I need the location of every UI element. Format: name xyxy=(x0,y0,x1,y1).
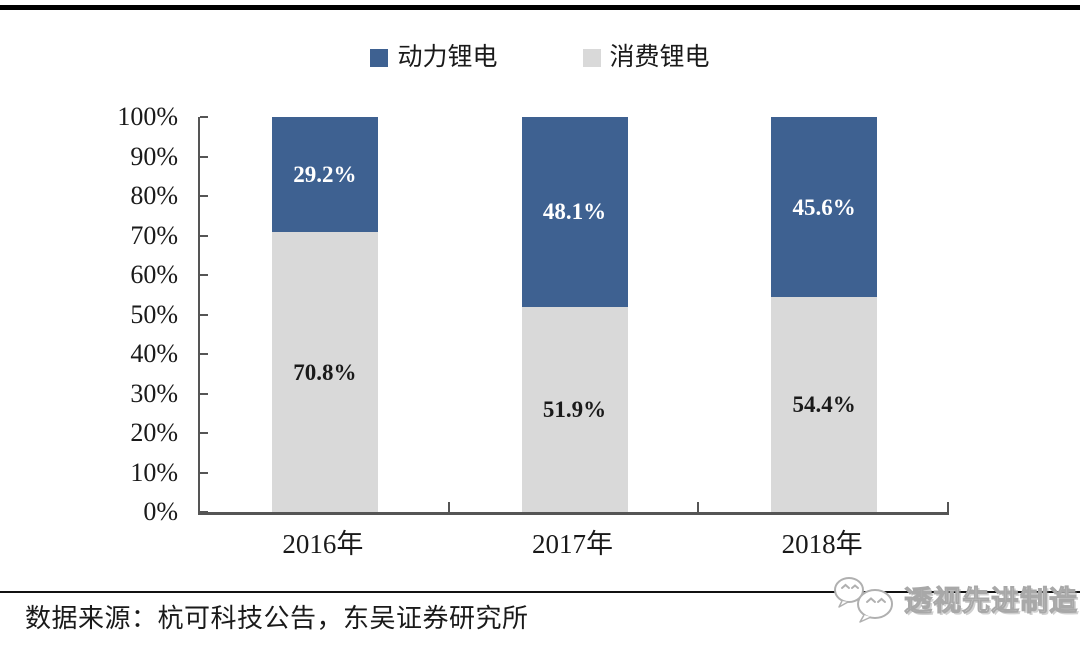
y-axis-label: 70% xyxy=(130,220,178,250)
bar-slot-2017年: 48.1% 51.9% xyxy=(450,117,700,512)
x-axis-tick xyxy=(447,502,450,512)
y-axis-label: 40% xyxy=(130,339,178,368)
plot-area: 29.2% 70.8% 48.1% 51.9% 45.6% 54.4% xyxy=(198,116,949,515)
bars-container: 29.2% 70.8% 48.1% 51.9% 45.6% 54.4% xyxy=(200,117,949,512)
y-axis-label: 30% xyxy=(130,378,178,408)
stacked-bar-2016年: 29.2% 70.8% xyxy=(271,117,378,512)
top-border-rule xyxy=(0,5,1080,10)
watermark: 透视先进制造 xyxy=(828,572,1078,626)
legend-label: 消费锂电 xyxy=(609,44,710,71)
y-axis-tick xyxy=(200,274,208,276)
y-axis-tick xyxy=(200,471,208,474)
x-axis-label: 2017年 xyxy=(532,529,613,559)
footer-divider-rule xyxy=(0,591,1080,593)
legend-item-consumer-battery: 消费锂电 xyxy=(582,44,710,72)
bar-value-label: 51.9% xyxy=(542,396,607,422)
bar-value-label: 54.4% xyxy=(792,392,856,418)
y-axis-tick xyxy=(200,432,208,434)
x-axis-label: 2016年 xyxy=(282,529,364,559)
bar-slot-2016年: 29.2% 70.8% xyxy=(200,117,450,512)
bar-segment: 54.4% xyxy=(771,297,878,512)
bar-value-label: 70.8% xyxy=(293,359,357,385)
bar-segment: 70.8% xyxy=(271,232,378,512)
stacked-bar-2018年: 45.6% 54.4% xyxy=(771,117,878,512)
x-axis-tick xyxy=(697,502,700,512)
data-source-text: 数据来源：杭可科技公告，东吴证券研究所 xyxy=(25,604,529,633)
bar-segment: 29.2% xyxy=(271,117,378,233)
y-axis-tick xyxy=(200,511,208,513)
x-axis-label: 2018年 xyxy=(781,529,863,559)
legend-swatch-gray xyxy=(582,48,601,67)
y-axis-label: 60% xyxy=(130,260,178,289)
y-axis-tick xyxy=(200,234,208,237)
legend-item-power-battery: 动力锂电 xyxy=(370,44,498,72)
y-axis-tick xyxy=(200,195,208,197)
y-axis-label: 20% xyxy=(130,418,178,447)
y-axis-tick xyxy=(200,353,208,355)
x-axis-labels: 2016年 2017年 2018年 xyxy=(198,529,947,560)
bar-slot-2018年: 45.6% 54.4% xyxy=(699,117,949,512)
y-axis-label: 80% xyxy=(130,181,178,210)
y-axis-labels: 100% 90% 80% 70% 60% 50% 40% 30% 20% 10% 0% xyxy=(0,104,178,525)
bar-segment: 51.9% xyxy=(521,306,628,512)
y-axis-label: 0% xyxy=(143,497,178,526)
y-axis-tick xyxy=(200,313,208,316)
y-axis-tick xyxy=(200,155,208,158)
y-axis-label: 50% xyxy=(130,299,178,329)
y-axis-label: 100% xyxy=(117,102,178,131)
stacked-bar-2017年: 48.1% 51.9% xyxy=(521,117,628,512)
bar-segment: 48.1% xyxy=(521,117,628,307)
x-axis-tick xyxy=(947,502,949,512)
y-axis-label: 10% xyxy=(130,457,178,487)
y-axis-tick xyxy=(200,116,208,118)
bar-value-label: 48.1% xyxy=(542,199,607,225)
bar-value-label: 29.2% xyxy=(293,162,357,188)
legend-swatch-blue xyxy=(370,48,389,67)
y-axis-label: 90% xyxy=(130,141,178,171)
legend-label: 动力锂电 xyxy=(397,44,498,71)
watermark-text: 透视先进制造 xyxy=(903,586,1079,618)
bar-value-label: 45.6% xyxy=(792,194,856,220)
y-axis-tick xyxy=(200,392,208,395)
bar-segment: 45.6% xyxy=(771,117,878,298)
chart-legend: 动力锂电 消费锂电 xyxy=(0,44,1080,72)
wechat-bubbles-icon xyxy=(834,577,893,623)
